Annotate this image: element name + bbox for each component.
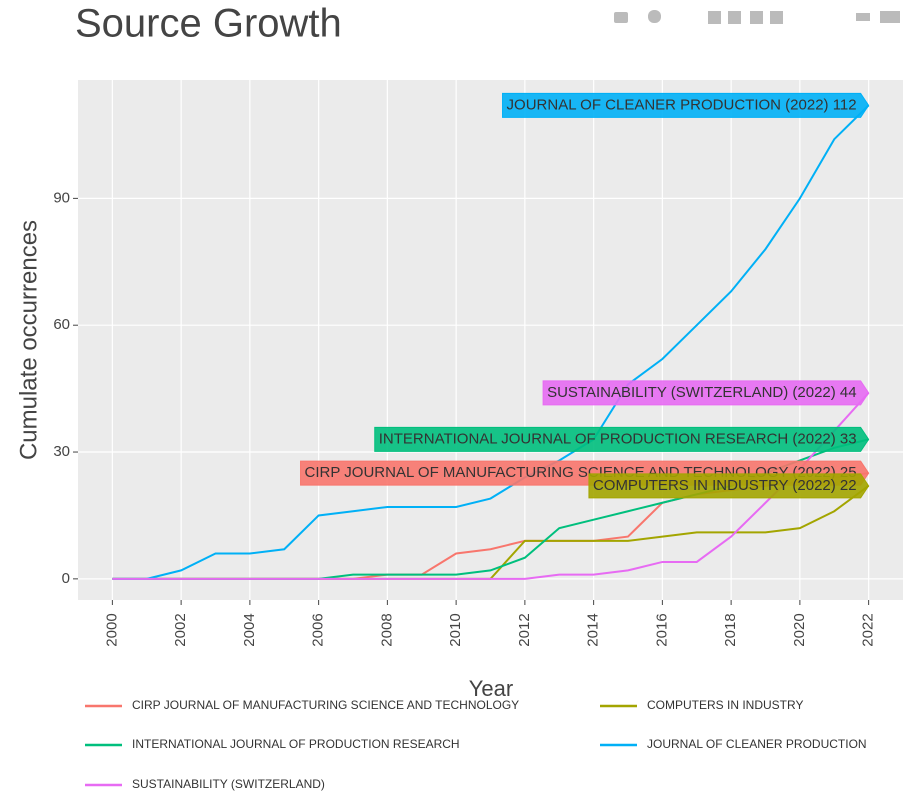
legend-label: SUSTAINABILITY (SWITZERLAND) xyxy=(132,777,325,791)
legend-label: COMPUTERS IN INDUSTRY xyxy=(647,698,803,712)
x-tick-label: 2016 xyxy=(653,613,670,646)
toolbar[interactable] xyxy=(614,10,900,24)
legend-label: CIRP JOURNAL OF MANUFACTURING SCIENCE AN… xyxy=(132,698,519,712)
y-axis-label: Cumulate occurrences xyxy=(15,220,42,460)
x-tick-label: 2008 xyxy=(378,613,395,646)
annotation-box xyxy=(374,426,870,452)
legend-label: JOURNAL OF CLEANER PRODUCTION xyxy=(647,737,867,751)
annotation-text: JOURNAL OF CLEANER PRODUCTION (2022) 112 xyxy=(507,96,857,113)
series-annotation: JOURNAL OF CLEANER PRODUCTION (2022) 112 xyxy=(502,92,870,118)
x-tick-label: 2004 xyxy=(241,613,258,646)
x-tick-label: 2020 xyxy=(791,613,808,646)
annotation-text: INTERNATIONAL JOURNAL OF PRODUCTION RESE… xyxy=(379,430,857,447)
x-tick-label: 2012 xyxy=(516,613,533,646)
series-annotation: INTERNATIONAL JOURNAL OF PRODUCTION RESE… xyxy=(374,426,870,452)
y-tick-label: 30 xyxy=(53,443,70,460)
legend-label: INTERNATIONAL JOURNAL OF PRODUCTION RESE… xyxy=(132,737,460,751)
x-tick-label: 2006 xyxy=(310,613,327,646)
x-tick-label: 2000 xyxy=(103,613,120,646)
annotation-box xyxy=(502,92,870,118)
annotation-text: SUSTAINABILITY (SWITZERLAND) (2022) 44 xyxy=(547,384,857,401)
y-tick-label: 90 xyxy=(53,189,70,206)
annotation-box xyxy=(542,380,870,406)
y-tick-label: 0 xyxy=(62,570,70,587)
series-annotation: SUSTAINABILITY (SWITZERLAND) (2022) 44 xyxy=(542,380,870,406)
annotation-text: COMPUTERS IN INDUSTRY (2022) 22 xyxy=(593,477,857,494)
x-tick-label: 2014 xyxy=(585,613,602,646)
series-line xyxy=(112,392,870,580)
y-tick-label: 60 xyxy=(53,316,70,333)
annotation-box xyxy=(588,473,870,499)
chart-title: Source Growth xyxy=(75,2,342,46)
series-annotation: COMPUTERS IN INDUSTRY (2022) 22 xyxy=(588,473,870,499)
x-axis-label: Year xyxy=(469,676,513,701)
series-line xyxy=(112,104,870,580)
x-tick-label: 2002 xyxy=(172,613,189,646)
x-tick-label: 2022 xyxy=(860,613,877,646)
plot-background xyxy=(78,80,903,600)
x-tick-label: 2018 xyxy=(722,613,739,646)
x-tick-label: 2010 xyxy=(447,613,464,646)
